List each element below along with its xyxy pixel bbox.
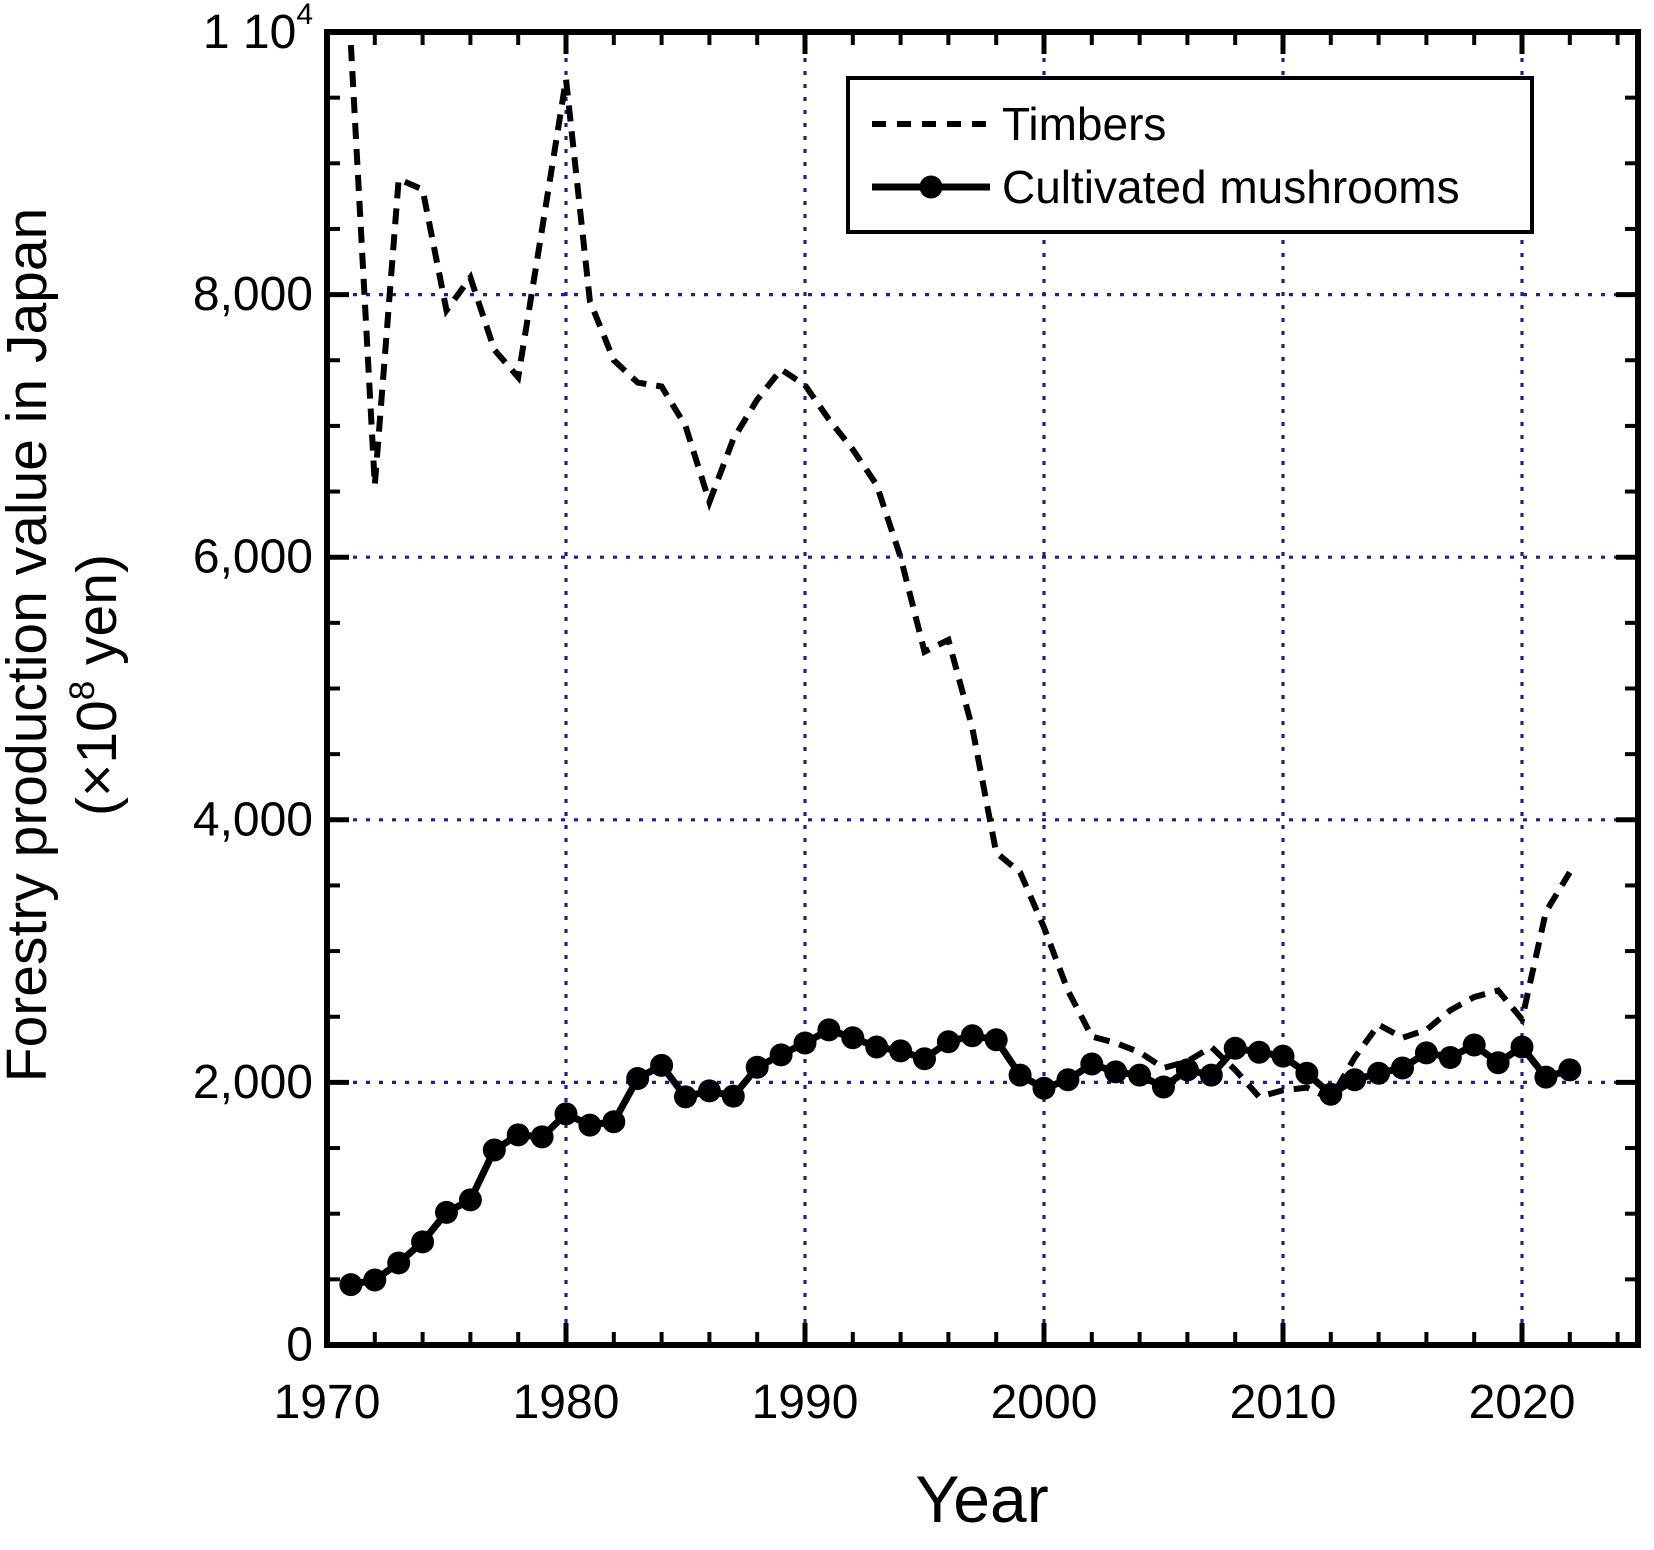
x-tick-label: 1980: [513, 1376, 620, 1429]
data-series: [339, 44, 1582, 1297]
mushroom-data-point: [1080, 1052, 1104, 1076]
timbers-legend-label: Timbers: [1002, 98, 1166, 150]
mushroom-data-point: [1175, 1058, 1199, 1082]
x-tick-label: 1970: [274, 1376, 381, 1429]
mushroom-data-point: [1534, 1065, 1558, 1089]
mushroom-data-point: [387, 1251, 411, 1275]
y-tick-label: 2,000: [193, 1056, 313, 1109]
mushrooms-markers: [339, 1018, 1582, 1297]
mushroom-data-point: [674, 1085, 697, 1109]
mushroom-data-point: [1486, 1051, 1510, 1075]
mushroom-data-point: [1247, 1040, 1271, 1064]
mushroom-data-point: [1319, 1082, 1343, 1106]
mushrooms-legend-label: Cultivated mushrooms: [1002, 161, 1460, 213]
mushroom-data-point: [817, 1018, 841, 1042]
mushroom-data-point: [1223, 1036, 1247, 1060]
mushroom-data-point: [1104, 1060, 1128, 1084]
mushroom-data-point: [1199, 1063, 1223, 1087]
mushroom-data-point: [1438, 1045, 1462, 1069]
mushroom-data-point: [697, 1079, 721, 1103]
mushroom-data-point: [1414, 1041, 1438, 1065]
mushroom-data-point: [530, 1125, 554, 1149]
mushroom-data-point: [626, 1066, 650, 1090]
gridlines: [327, 32, 1638, 1345]
y-tick-label: 4,000: [193, 793, 313, 846]
mushroom-data-point: [1295, 1061, 1319, 1085]
mushroom-data-point: [1271, 1044, 1295, 1068]
mushroom-data-point: [458, 1188, 482, 1212]
mushroom-data-point: [1128, 1063, 1152, 1087]
mushrooms-legend-marker-icon: [919, 175, 943, 199]
x-tick-label: 2020: [1469, 1376, 1576, 1429]
mushroom-data-point: [1510, 1035, 1534, 1059]
mushroom-data-point: [1032, 1076, 1056, 1100]
x-axis-title: Year: [915, 1462, 1048, 1536]
mushroom-data-point: [506, 1123, 530, 1147]
mushroom-data-point: [554, 1102, 578, 1126]
mushroom-data-point: [650, 1053, 674, 1077]
mushroom-data-point: [721, 1084, 745, 1108]
tick-labels: 1970 1980 1990 2000 2010 2020 0 2,000 4,000 6,000…: [193, 0, 1576, 1429]
y-tick-label: 8,000: [193, 268, 313, 321]
mushroom-data-point: [769, 1043, 793, 1067]
x-tick-label: 2000: [991, 1376, 1098, 1429]
mushroom-data-point: [339, 1273, 363, 1297]
y-tick-label: 0: [286, 1319, 313, 1372]
mushroom-data-point: [435, 1200, 458, 1224]
mushroom-data-point: [889, 1039, 913, 1063]
plot-area-border: [324, 29, 1641, 1348]
mushroom-data-point: [411, 1230, 435, 1254]
mushroom-data-point: [793, 1031, 817, 1055]
mushroom-data-point: [1056, 1068, 1080, 1092]
x-tick-label: 2010: [1230, 1376, 1337, 1429]
mushroom-data-point: [865, 1035, 889, 1059]
mushroom-data-point: [482, 1138, 506, 1162]
mushroom-data-point: [1152, 1075, 1175, 1099]
mushroom-data-point: [960, 1024, 984, 1048]
mushroom-data-point: [363, 1268, 387, 1292]
mushroom-data-point: [1391, 1056, 1414, 1080]
x-tick-label: 1990: [752, 1376, 859, 1429]
mushroom-data-point: [936, 1030, 960, 1054]
y-axis-unit-label: (×108 yen): [63, 554, 129, 816]
mushroom-data-point: [984, 1028, 1008, 1052]
mushroom-data-point: [841, 1026, 865, 1050]
mushroom-data-point: [1462, 1033, 1486, 1057]
y-axis-title: Forestry production value in Japan: [0, 208, 59, 1082]
mushroom-data-point: [1367, 1061, 1391, 1085]
mushroom-data-point: [913, 1047, 936, 1071]
y-tick-label: 6,000: [193, 531, 313, 584]
y-tick-label: 1 104: [203, 0, 313, 59]
legend: Timbers Cultivated mushrooms: [846, 76, 1534, 234]
mushroom-data-point: [745, 1055, 769, 1079]
mushroom-data-point: [1343, 1068, 1367, 1092]
mushroom-data-point: [1008, 1063, 1032, 1087]
legend-box: [846, 76, 1534, 234]
mushroom-data-point: [1558, 1058, 1582, 1082]
mushroom-data-point: [578, 1113, 602, 1137]
mushroom-data-point: [602, 1110, 626, 1134]
mushrooms-line: [350, 1026, 1571, 1289]
timbers-line: [347, 44, 1573, 1103]
